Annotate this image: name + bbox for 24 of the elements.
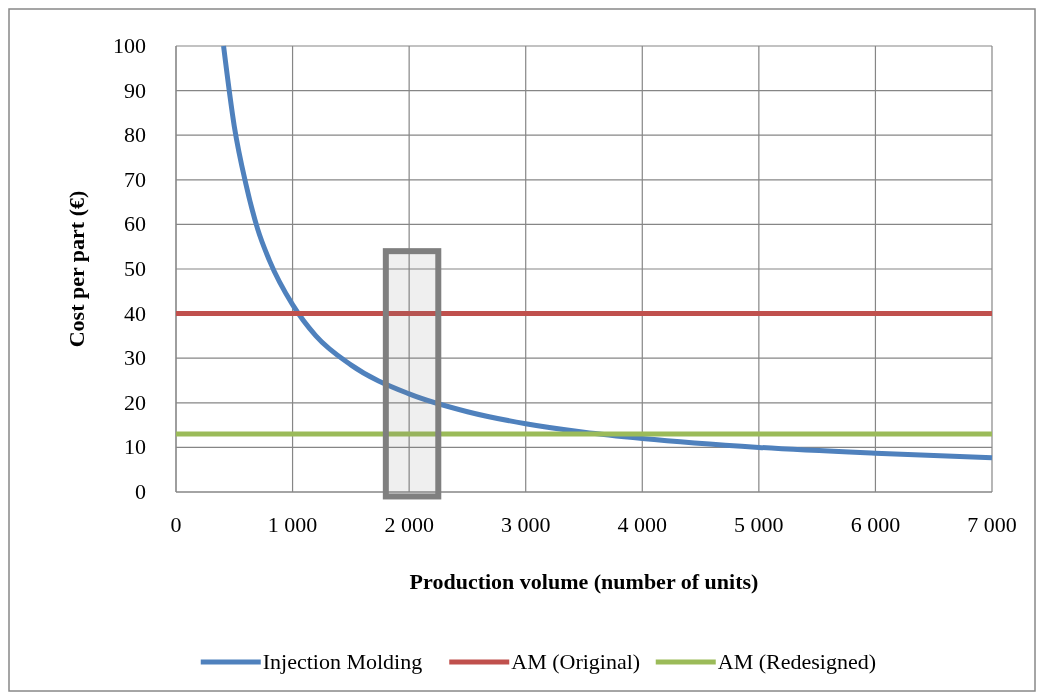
y-tick-label: 100	[113, 33, 146, 58]
x-tick-label: 3 000	[500, 512, 551, 537]
x-axis-title: Production volume (number of units)	[409, 569, 759, 594]
y-tick-label: 90	[124, 77, 146, 103]
y-tick-label: 20	[124, 389, 146, 415]
y-tick-label: 80	[124, 122, 146, 148]
x-tick-label: 1 000	[267, 512, 318, 537]
y-tick-label: 10	[124, 434, 146, 460]
y-tick-label: 50	[124, 256, 146, 281]
x-tick-label: 0	[170, 512, 182, 537]
x-tick-label: 4 000	[617, 512, 668, 537]
legend-label: AM (Original)	[511, 649, 641, 674]
y-axis-title: Cost per part (€)	[64, 190, 89, 348]
y-tick-label: 70	[124, 166, 146, 192]
legend-label: Injection Molding	[262, 649, 423, 674]
legend-label: AM (Redesigned)	[717, 649, 876, 674]
y-tick-label: 30	[124, 345, 146, 371]
y-tick-label: 0	[135, 479, 146, 504]
x-tick-label: 7 000	[967, 512, 1017, 537]
y-tick-label: 40	[124, 300, 146, 326]
x-tick-label: 6 000	[850, 512, 901, 537]
x-tick-label: 5 000	[734, 512, 784, 537]
x-tick-label: 2 000	[384, 512, 434, 537]
y-tick-label: 60	[124, 211, 146, 237]
